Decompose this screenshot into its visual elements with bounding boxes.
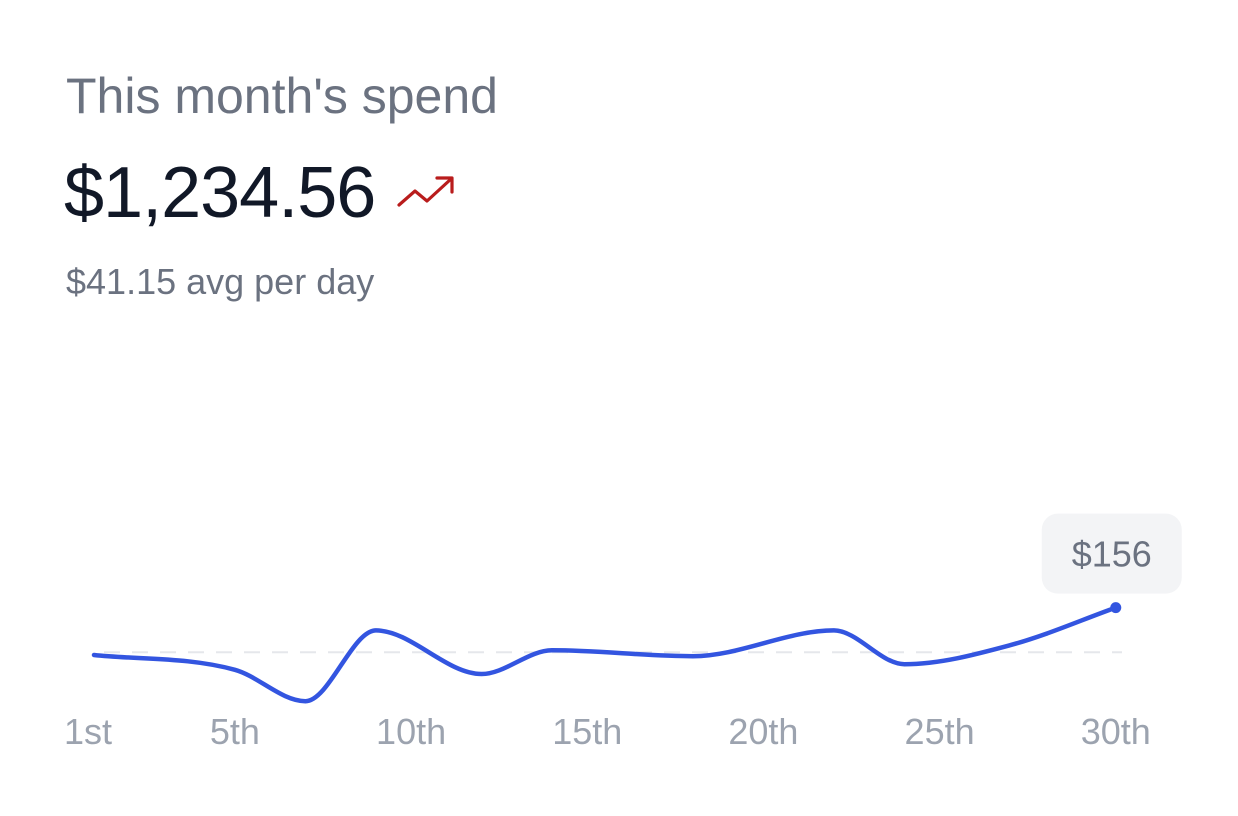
trending-up-icon xyxy=(397,176,454,207)
x-tick-label: 1st xyxy=(64,711,112,752)
amount-row: $1,234.56 xyxy=(64,150,457,236)
x-tick-label: 15th xyxy=(552,711,622,752)
x-tick-label: 5th xyxy=(210,711,260,752)
tooltip-value: $156 xyxy=(1072,534,1152,575)
x-tick-label: 25th xyxy=(905,711,975,752)
x-tick-label: 20th xyxy=(728,711,798,752)
total-amount: $1,234.56 xyxy=(64,153,376,233)
spend-line xyxy=(91,605,1119,704)
highlight-point xyxy=(1110,602,1122,614)
x-tick-label: 30th xyxy=(1081,711,1151,752)
value-tooltip xyxy=(1041,513,1182,594)
card-title: This month's spend xyxy=(66,68,498,124)
average-per-day: $41.15 avg per day xyxy=(66,261,375,302)
x-tick-label: 10th xyxy=(376,711,446,752)
